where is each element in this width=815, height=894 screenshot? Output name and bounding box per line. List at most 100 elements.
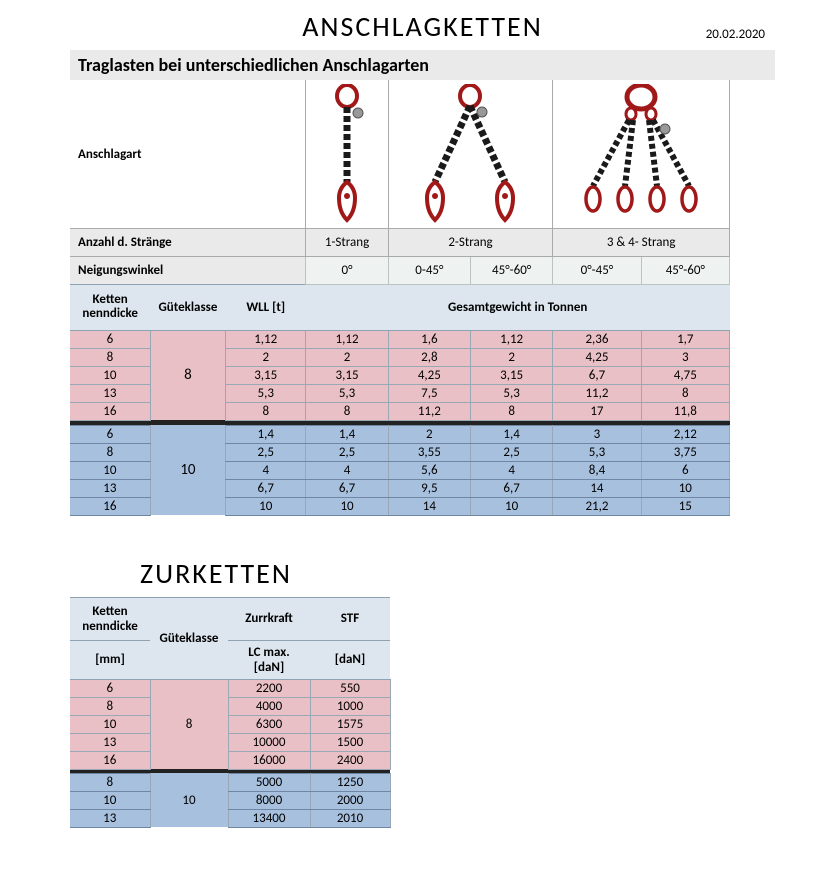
- value-cell: 3,15: [226, 366, 306, 384]
- guete-cell: 8: [150, 330, 225, 420]
- value-cell: 2,12: [641, 425, 729, 443]
- value-cell: 5,6: [388, 461, 470, 479]
- value-cell: 2: [306, 348, 388, 366]
- page-title: ANSCHLAGKETTEN: [302, 9, 543, 44]
- hdr-guete: Güteklasse: [150, 285, 225, 331]
- value-cell: 11,2: [553, 384, 641, 402]
- value-cell: 3,15: [306, 366, 388, 384]
- angle-4: 45°-60°: [641, 257, 729, 285]
- lc-cell: 4000: [228, 697, 310, 715]
- lc-cell: 5000: [228, 773, 310, 791]
- value-cell: 21,2: [553, 497, 641, 515]
- value-cell: 10: [641, 479, 729, 497]
- lc-cell: 16000: [228, 751, 310, 769]
- title-row: ANSCHLAGKETTEN 20.02.2020: [70, 10, 775, 44]
- zur-hdr-guete: Güteklasse: [150, 597, 228, 679]
- value-cell: 1,4: [470, 425, 552, 443]
- zur-hdr-ketten: Ketten nenndicke: [70, 597, 150, 640]
- chain-1-strand-image: [306, 80, 388, 229]
- value-cell: 5,3: [470, 384, 552, 402]
- value-cell: 10: [226, 497, 306, 515]
- value-cell: 6,7: [553, 366, 641, 384]
- value-cell: 4: [470, 461, 552, 479]
- value-cell: 3,15: [470, 366, 552, 384]
- lc-cell: 6300: [228, 715, 310, 733]
- ketten-dicke: 10: [70, 791, 150, 809]
- table-row: 6101,41,421,432,12: [70, 425, 730, 443]
- value-cell: 2,5: [226, 443, 306, 461]
- chain-2-strand-image: [388, 80, 553, 229]
- value-cell: 1,4: [306, 425, 388, 443]
- table-row: 13134002010: [70, 809, 390, 827]
- angle-1: 0-45°: [388, 257, 470, 285]
- ketten-dicke: 8: [70, 443, 150, 461]
- value-cell: 2: [470, 348, 552, 366]
- ketten-dicke: 13: [70, 733, 150, 751]
- strands-34: 3 & 4- Strang: [553, 229, 730, 257]
- value-cell: 9,5: [388, 479, 470, 497]
- value-cell: 5,3: [553, 443, 641, 461]
- lc-cell: 13400: [228, 809, 310, 827]
- anschlagart-label: Anschlagart: [70, 80, 306, 229]
- value-cell: 4,25: [553, 348, 641, 366]
- chain-34-strand-image: [553, 80, 730, 229]
- value-cell: 1,7: [641, 330, 729, 348]
- value-cell: 14: [553, 479, 641, 497]
- stf-cell: 1575: [310, 715, 390, 733]
- value-cell: 15: [641, 497, 729, 515]
- value-cell: 2: [388, 425, 470, 443]
- value-cell: 3,55: [388, 443, 470, 461]
- ketten-dicke: 16: [70, 402, 150, 420]
- zur-title: ZURKETTEN: [140, 556, 775, 591]
- ketten-dicke: 8: [70, 348, 150, 366]
- ketten-dicke: 6: [70, 330, 150, 348]
- value-cell: 11,2: [388, 402, 470, 420]
- hdr-gesamt: Gesamtgewicht in Tonnen: [306, 285, 730, 331]
- stf-cell: 1500: [310, 733, 390, 751]
- ketten-dicke: 8: [70, 697, 150, 715]
- value-cell: 10: [470, 497, 552, 515]
- ketten-dicke: 16: [70, 497, 150, 515]
- value-cell: 2,5: [470, 443, 552, 461]
- value-cell: 1,12: [226, 330, 306, 348]
- stf-cell: 1000: [310, 697, 390, 715]
- value-cell: 5,3: [226, 384, 306, 402]
- stf-cell: 2400: [310, 751, 390, 769]
- lc-cell: 8000: [228, 791, 310, 809]
- table-row: 13100001500: [70, 733, 390, 751]
- angle-label: Neigungswinkel: [70, 257, 306, 285]
- value-cell: 8: [641, 384, 729, 402]
- value-cell: 3,75: [641, 443, 729, 461]
- value-cell: 1,12: [470, 330, 552, 348]
- ketten-dicke: 16: [70, 751, 150, 769]
- value-cell: 4: [306, 461, 388, 479]
- strands-1: 1-Strang: [306, 229, 388, 257]
- ketten-dicke: 13: [70, 809, 150, 827]
- table-row: 681,121,121,61,122,361,7: [70, 330, 730, 348]
- value-cell: 6,7: [306, 479, 388, 497]
- zur-hdr-mm: [mm]: [70, 640, 150, 679]
- value-cell: 2,8: [388, 348, 470, 366]
- zur-hdr-dan: [daN]: [310, 640, 390, 679]
- guete-cell: 10: [150, 773, 228, 827]
- value-cell: 8: [226, 402, 306, 420]
- value-cell: 2: [226, 348, 306, 366]
- zur-table: Ketten nenndicke Güteklasse Zurrkraft ST…: [70, 597, 391, 828]
- value-cell: 3: [641, 348, 729, 366]
- subtitle: Traglasten bei unterschiedlichen Anschla…: [70, 50, 775, 80]
- angle-2: 45°-60°: [470, 257, 552, 285]
- ketten-dicke: 10: [70, 366, 150, 384]
- stf-cell: 550: [310, 679, 390, 697]
- value-cell: 4: [226, 461, 306, 479]
- stf-cell: 1250: [310, 773, 390, 791]
- value-cell: 11,8: [641, 402, 729, 420]
- ketten-dicke: 13: [70, 479, 150, 497]
- table-row: 16 160002400: [70, 751, 390, 769]
- ketten-dicke: 6: [70, 679, 150, 697]
- ketten-dicke: 10: [70, 461, 150, 479]
- value-cell: 6,7: [226, 479, 306, 497]
- value-cell: 8,4: [553, 461, 641, 479]
- value-cell: 1,12: [306, 330, 388, 348]
- value-cell: 6,7: [470, 479, 552, 497]
- angle-0: 0°: [306, 257, 388, 285]
